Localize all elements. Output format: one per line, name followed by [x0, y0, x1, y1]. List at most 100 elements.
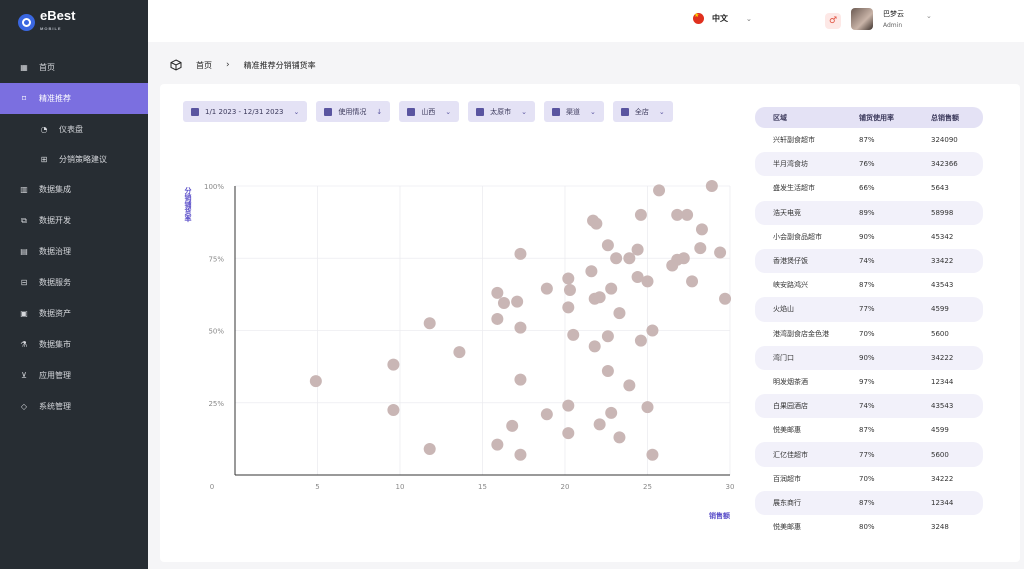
chevron-down-icon: ⌄ [521, 107, 527, 116]
table-cell: 324090 [931, 136, 958, 145]
sidebar-item-label: 应用管理 [39, 371, 71, 380]
cart-icon: ⊻ [21, 371, 27, 380]
database-icon: ▤ [20, 247, 28, 256]
table-cell: 5600 [931, 450, 949, 459]
user-menu[interactable]: 巴梦云 Admin ⌄ [851, 8, 932, 30]
breadcrumb: 首页 › 精准推荐分销铺货率 [170, 59, 316, 71]
table-cell: 兴轩副食超市 [773, 136, 815, 145]
table-cell: 74% [859, 257, 875, 266]
table-row[interactable]: 汇亿佳超市 77% 5600 [755, 442, 983, 467]
sidebar-item[interactable]: ⊻ 应用管理 [0, 360, 148, 391]
table-row[interactable]: 百润超市 70% 34222 [755, 467, 983, 491]
table-cell: 火焰山 [773, 305, 794, 314]
scatter-point [563, 284, 576, 297]
table-cell: 白果园酒店 [773, 402, 808, 411]
table-row[interactable]: 峡安路鸿兴 87% 43543 [755, 273, 983, 297]
scatter-point [562, 427, 575, 440]
table-cell: 342366 [931, 160, 958, 169]
scatter-point [686, 275, 699, 288]
filter-dropdown[interactable]: 使用情况 ↓ [316, 101, 391, 122]
scatter-point [719, 292, 732, 305]
table-cell: 峡安路鸿兴 [773, 281, 808, 290]
notification-icon[interactable]: ♂ [825, 13, 841, 29]
table-row[interactable]: 火焰山 77% 4599 [755, 297, 983, 322]
table-cell: 34222 [931, 353, 954, 362]
scatter-point [593, 418, 606, 431]
table-row[interactable]: 港湾副食店金色港 70% 5600 [755, 322, 983, 346]
scatter-point [681, 208, 694, 221]
scatter-point [695, 223, 708, 236]
table-cell: 34222 [931, 474, 954, 483]
y-axis-label: 分销铺货率 [184, 187, 192, 222]
filter-dropdown[interactable]: 山西 ⌄ [399, 101, 460, 122]
sidebar-item[interactable]: ⧉ 数据开发 [0, 205, 148, 236]
y-tick-label: 100% [204, 183, 224, 191]
filter-dropdown[interactable]: 渠道 ⌄ [544, 101, 604, 122]
table-cell: 70% [859, 474, 875, 483]
table-cell: 45342 [931, 232, 954, 241]
scatter-point [514, 247, 527, 260]
sidebar-item[interactable]: ◔ 仪表盘 [0, 114, 148, 144]
map-icon [476, 107, 485, 116]
table-cell: 悦美邮惠 [773, 426, 801, 435]
table-cell: 5600 [931, 329, 949, 338]
table-cell: 悦美邮惠 [773, 523, 801, 532]
table-cell: 87% [859, 498, 875, 507]
chevron-down-icon: ⌄ [926, 12, 932, 20]
sidebar-item[interactable]: ▦ 首页 [0, 52, 148, 83]
sidebar-item[interactable]: ⊞ 分销策略建议 [0, 144, 148, 174]
scatter-point [601, 239, 614, 252]
header-usage-rate[interactable]: 铺货使用率 [859, 113, 894, 122]
table-cell: 香港煲仔饭 [773, 257, 808, 266]
sidebar-item[interactable]: ⌑ 精准推荐 [0, 83, 148, 114]
sidebar-item[interactable]: ⚗ 数据集市 [0, 329, 148, 360]
sidebar-item[interactable]: ◇ 系统管理 [0, 391, 148, 422]
table-row[interactable]: 明发烟茶酒 97% 12344 [755, 370, 983, 394]
filter-dropdown[interactable]: 太原市 ⌄ [468, 101, 535, 122]
header-total-sales[interactable]: 总销售额 [931, 113, 959, 122]
table-row[interactable]: 小会副食品超市 90% 45342 [755, 225, 983, 249]
sidebar-item[interactable]: ▤ 数据治理 [0, 236, 148, 267]
header-region[interactable]: 区域 [773, 113, 787, 122]
chevron-down-icon: ⌄ [445, 107, 452, 116]
filter-dropdown[interactable]: 1/1 2023 - 12/31 2023 ⌄ [183, 101, 308, 122]
table-row[interactable]: 盛发生活超市 66% 5643 [755, 176, 983, 200]
table-row[interactable]: 湾门口 90% 34222 [755, 345, 983, 370]
scatter-point [588, 340, 601, 353]
scatter-point [631, 271, 644, 284]
brand-logo[interactable]: eBest MOBILE [18, 9, 75, 35]
scatter-point [540, 408, 553, 421]
table-cell: 半月湾食坊 [773, 160, 808, 169]
table-row[interactable]: 悦美邮惠 80% 3248 [755, 515, 983, 539]
filter-dropdown[interactable]: 全店 ⌄ [612, 101, 673, 122]
table-row[interactable]: 悦美邮惠 87% 4599 [755, 418, 983, 442]
table-row[interactable]: 展东商行 87% 12344 [755, 490, 983, 515]
table-cell: 盛发生活超市 [773, 184, 815, 193]
sidebar-item[interactable]: ⊟ 数据服务 [0, 267, 148, 298]
table-cell: 43543 [931, 402, 954, 411]
language-selector[interactable]: 中文 ⌄ [693, 12, 752, 24]
language-label: 中文 [712, 14, 728, 23]
scatter-point [714, 246, 727, 259]
x-tick-label: 30 [726, 483, 735, 491]
cube-icon [170, 59, 182, 71]
store-table: 区域 铺货使用率 总销售额 兴轩副食超市 87% 324090 半月湾食坊 76% 342… [755, 107, 983, 539]
table-row[interactable]: 半月湾食坊 76% 342366 [755, 152, 983, 177]
x-tick-label: 0 [210, 483, 214, 491]
breadcrumb-home[interactable]: 首页 [196, 60, 212, 70]
table-cell: 4599 [931, 305, 949, 314]
brush-icon: ⌑ [21, 94, 27, 103]
table-row[interactable]: 白果园酒店 74% 43543 [755, 394, 983, 419]
scatter-point [423, 442, 436, 455]
scatter-point [653, 184, 666, 197]
scatter-chart: 25% 50% 75% 100% 0 5 10 15 20 25 30 [180, 178, 740, 523]
table-row[interactable]: 香港煲仔饭 74% 33422 [755, 248, 983, 274]
table-row[interactable]: 兴轩副食超市 87% 324090 [755, 128, 983, 152]
asset-icon: ▣ [20, 309, 28, 318]
filter-label: 太原市 [490, 107, 512, 116]
scatter-point [605, 282, 618, 295]
sidebar-item[interactable]: ▣ 数据资产 [0, 298, 148, 329]
sidebar-item[interactable]: ▥ 数据集成 [0, 174, 148, 205]
scatter-point [514, 448, 527, 461]
table-row[interactable]: 浩天电竞 89% 58998 [755, 200, 983, 225]
